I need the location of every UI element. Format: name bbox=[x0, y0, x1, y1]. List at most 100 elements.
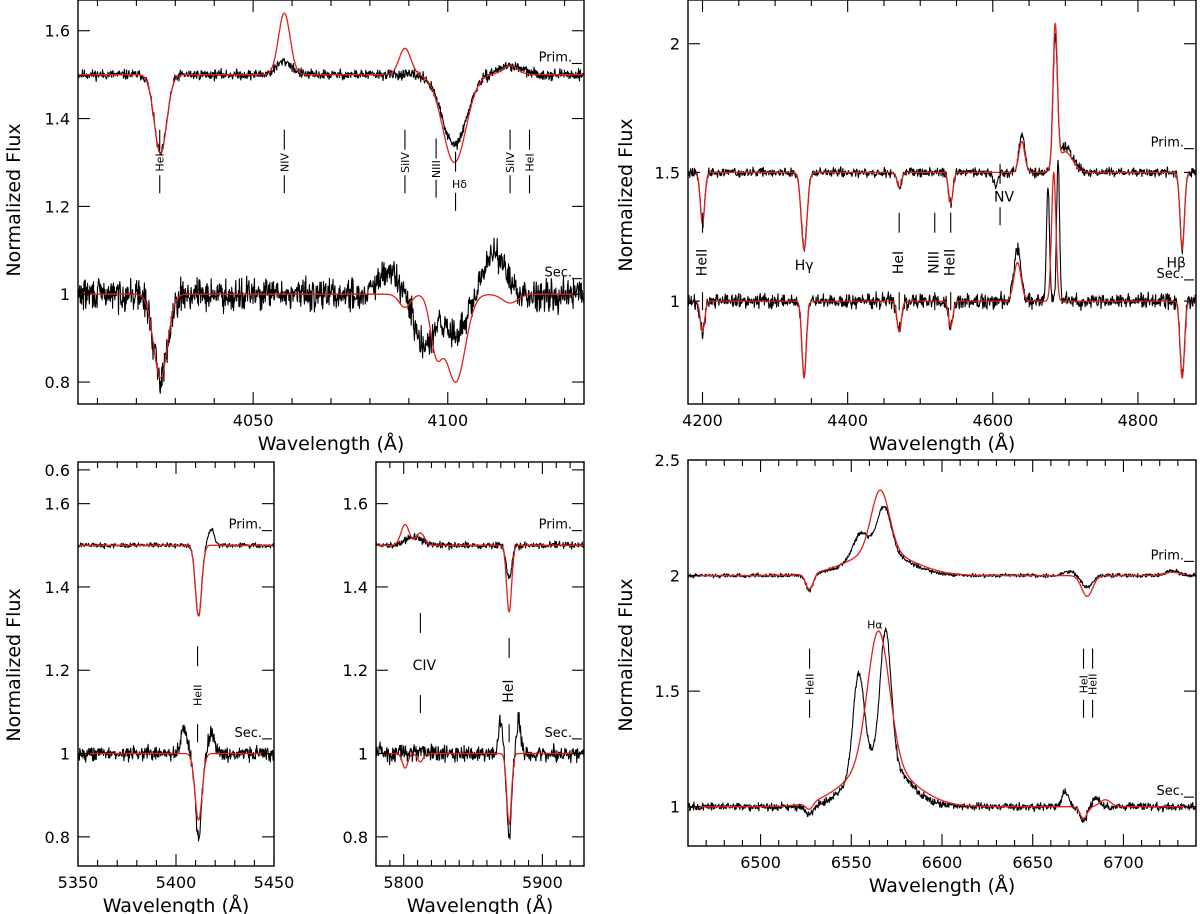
panel-b: 4200 4400 4600 4800 1 1.5 2 Wavelength (Å) Norma… bbox=[615, 0, 1197, 455]
model-spectrum-secondary bbox=[78, 752, 274, 821]
y-tick-label: 0.8 bbox=[45, 373, 70, 392]
y-tick-label: 2 bbox=[670, 567, 680, 586]
observed-spectrum-primary bbox=[688, 505, 1196, 593]
y-tick-label: 1.2 bbox=[343, 661, 368, 680]
panel-d: 5800 5900 0.8 1 1.2 1.4 1.6 Wavelength (Å) Prim.… bbox=[343, 461, 585, 914]
y-tick-label: 1.6 bbox=[343, 495, 368, 514]
x-tick-label: 4400 bbox=[827, 411, 868, 430]
model-spectrum-primary bbox=[688, 22, 1196, 251]
series-label: Prim. bbox=[539, 518, 572, 533]
x-axis-label: Wavelength (Å) bbox=[869, 432, 1016, 455]
y-tick-label: 1.4 bbox=[343, 578, 368, 597]
y-tick-label: 2 bbox=[670, 35, 680, 54]
observed-spectrum-primary bbox=[376, 532, 584, 580]
y-tick-label: 2.5 bbox=[655, 451, 680, 470]
panel-a: 4050 4100 0.6 0.8 1 1.2 1.4 1.6 Wavelength (Å) No… bbox=[3, 0, 585, 480]
x-axis-label: Wavelength (Å) bbox=[103, 894, 250, 914]
model-spectrum-primary bbox=[78, 12, 584, 164]
line-id-label: HeI bbox=[891, 251, 907, 274]
x-tick-label: 6600 bbox=[922, 853, 963, 872]
y-tick-label: 1.2 bbox=[45, 197, 70, 216]
x-axis-label: Wavelength (Å) bbox=[869, 874, 1016, 897]
model-spectrum-secondary bbox=[688, 171, 1196, 379]
observed-spectrum-primary bbox=[78, 527, 274, 617]
line-id-label: HeI bbox=[1078, 675, 1091, 693]
line-id-label: NV bbox=[994, 190, 1014, 206]
observed-spectrum-secondary bbox=[688, 627, 1196, 823]
panel-e: 6500 6550 6600 6650 6700 1 1.5 2 2.5 Wavelength (… bbox=[615, 451, 1197, 897]
x-tick-label: 5900 bbox=[522, 873, 563, 892]
line-id-label: Hγ bbox=[795, 258, 814, 274]
observed-spectrum-primary bbox=[78, 57, 584, 156]
observed-spectrum-secondary bbox=[688, 159, 1196, 377]
panel-c: 5350 5400 5450 0.8 1 1.2 1.4 1.6 Wavelength (Å) N… bbox=[3, 461, 295, 914]
x-tick-label: 4100 bbox=[427, 411, 468, 430]
line-id-label: HeII bbox=[1087, 673, 1100, 695]
plot-frame bbox=[687, 459, 1197, 847]
model-spectrum-primary bbox=[78, 544, 274, 617]
x-tick-label: 5400 bbox=[156, 873, 197, 892]
y-tick-label: 1.4 bbox=[45, 578, 70, 597]
line-id-label: HeII bbox=[695, 249, 711, 276]
series-label: Prim. bbox=[1151, 136, 1184, 151]
line-id-label: HeII bbox=[192, 684, 205, 706]
line-id-label: Hδ bbox=[452, 178, 467, 191]
line-id-label: Hα bbox=[867, 619, 883, 632]
line-id-label: CIV bbox=[413, 658, 437, 674]
x-tick-label: 6700 bbox=[1103, 853, 1144, 872]
line-id-label: HeI bbox=[501, 679, 517, 702]
model-spectrum-secondary bbox=[376, 752, 584, 825]
line-id-label: NIV bbox=[278, 153, 291, 172]
plot-frame bbox=[375, 461, 585, 867]
line-id-label: Hβ bbox=[1166, 256, 1185, 272]
series-label: Sec. bbox=[234, 726, 262, 741]
series-label: Sec. bbox=[544, 266, 572, 281]
y-tick-label: 1 bbox=[670, 292, 680, 311]
y-tick-label: 1.5 bbox=[655, 682, 680, 701]
y-tick-label: 1 bbox=[60, 285, 70, 304]
y-axis-label: Normalized Flux bbox=[3, 123, 25, 276]
series-label: Sec. bbox=[1156, 784, 1184, 799]
x-tick-label: 4600 bbox=[972, 411, 1013, 430]
y-tick-label: 0.6 bbox=[45, 461, 70, 480]
line-id-label: SiIV bbox=[399, 152, 412, 173]
x-axis-label: Wavelength (Å) bbox=[407, 894, 554, 914]
series-label: Sec. bbox=[544, 726, 572, 741]
y-tick-label: 1 bbox=[60, 745, 70, 764]
observed-spectrum-secondary bbox=[78, 237, 584, 394]
y-tick-label: 1.4 bbox=[45, 110, 70, 129]
line-id-label: NIII bbox=[430, 160, 443, 178]
model-spectrum-primary bbox=[376, 523, 584, 613]
x-tick-label: 6550 bbox=[831, 853, 872, 872]
y-tick-label: 1 bbox=[358, 745, 368, 764]
y-axis-label: Normalized Flux bbox=[615, 578, 637, 731]
line-id-label: HeI bbox=[154, 153, 167, 171]
series-label: Prim. bbox=[229, 518, 262, 533]
series-label: Prim. bbox=[1151, 548, 1184, 563]
y-axis-label: Normalized Flux bbox=[615, 118, 637, 271]
observed-spectrum-secondary bbox=[78, 724, 274, 842]
x-tick-label: 5450 bbox=[254, 873, 295, 892]
line-id-label: HeI bbox=[524, 153, 537, 171]
series-label: Prim. bbox=[539, 50, 572, 65]
model-spectrum-secondary bbox=[78, 293, 584, 383]
line-id-label: HeII bbox=[943, 249, 959, 276]
y-tick-label: 1.5 bbox=[655, 163, 680, 182]
x-tick-label: 4800 bbox=[1118, 411, 1159, 430]
series-label: Sec. bbox=[1156, 267, 1184, 282]
line-id-label: NIII bbox=[927, 251, 943, 274]
y-tick-label: 1.6 bbox=[45, 495, 70, 514]
plot-frame bbox=[687, 0, 1197, 405]
x-tick-label: 6500 bbox=[740, 853, 781, 872]
model-spectrum-primary bbox=[688, 489, 1196, 598]
y-axis-label: Normalized Flux bbox=[3, 588, 25, 741]
y-tick-label: 1.2 bbox=[45, 661, 70, 680]
y-tick-label: 1 bbox=[670, 798, 680, 817]
x-tick-label: 4200 bbox=[682, 411, 723, 430]
line-id-label: SiIV bbox=[504, 152, 517, 173]
x-tick-label: 5350 bbox=[58, 873, 99, 892]
y-tick-label: 0.8 bbox=[343, 828, 368, 847]
x-tick-label: 6650 bbox=[1012, 853, 1053, 872]
observed-spectrum-primary bbox=[688, 32, 1196, 255]
